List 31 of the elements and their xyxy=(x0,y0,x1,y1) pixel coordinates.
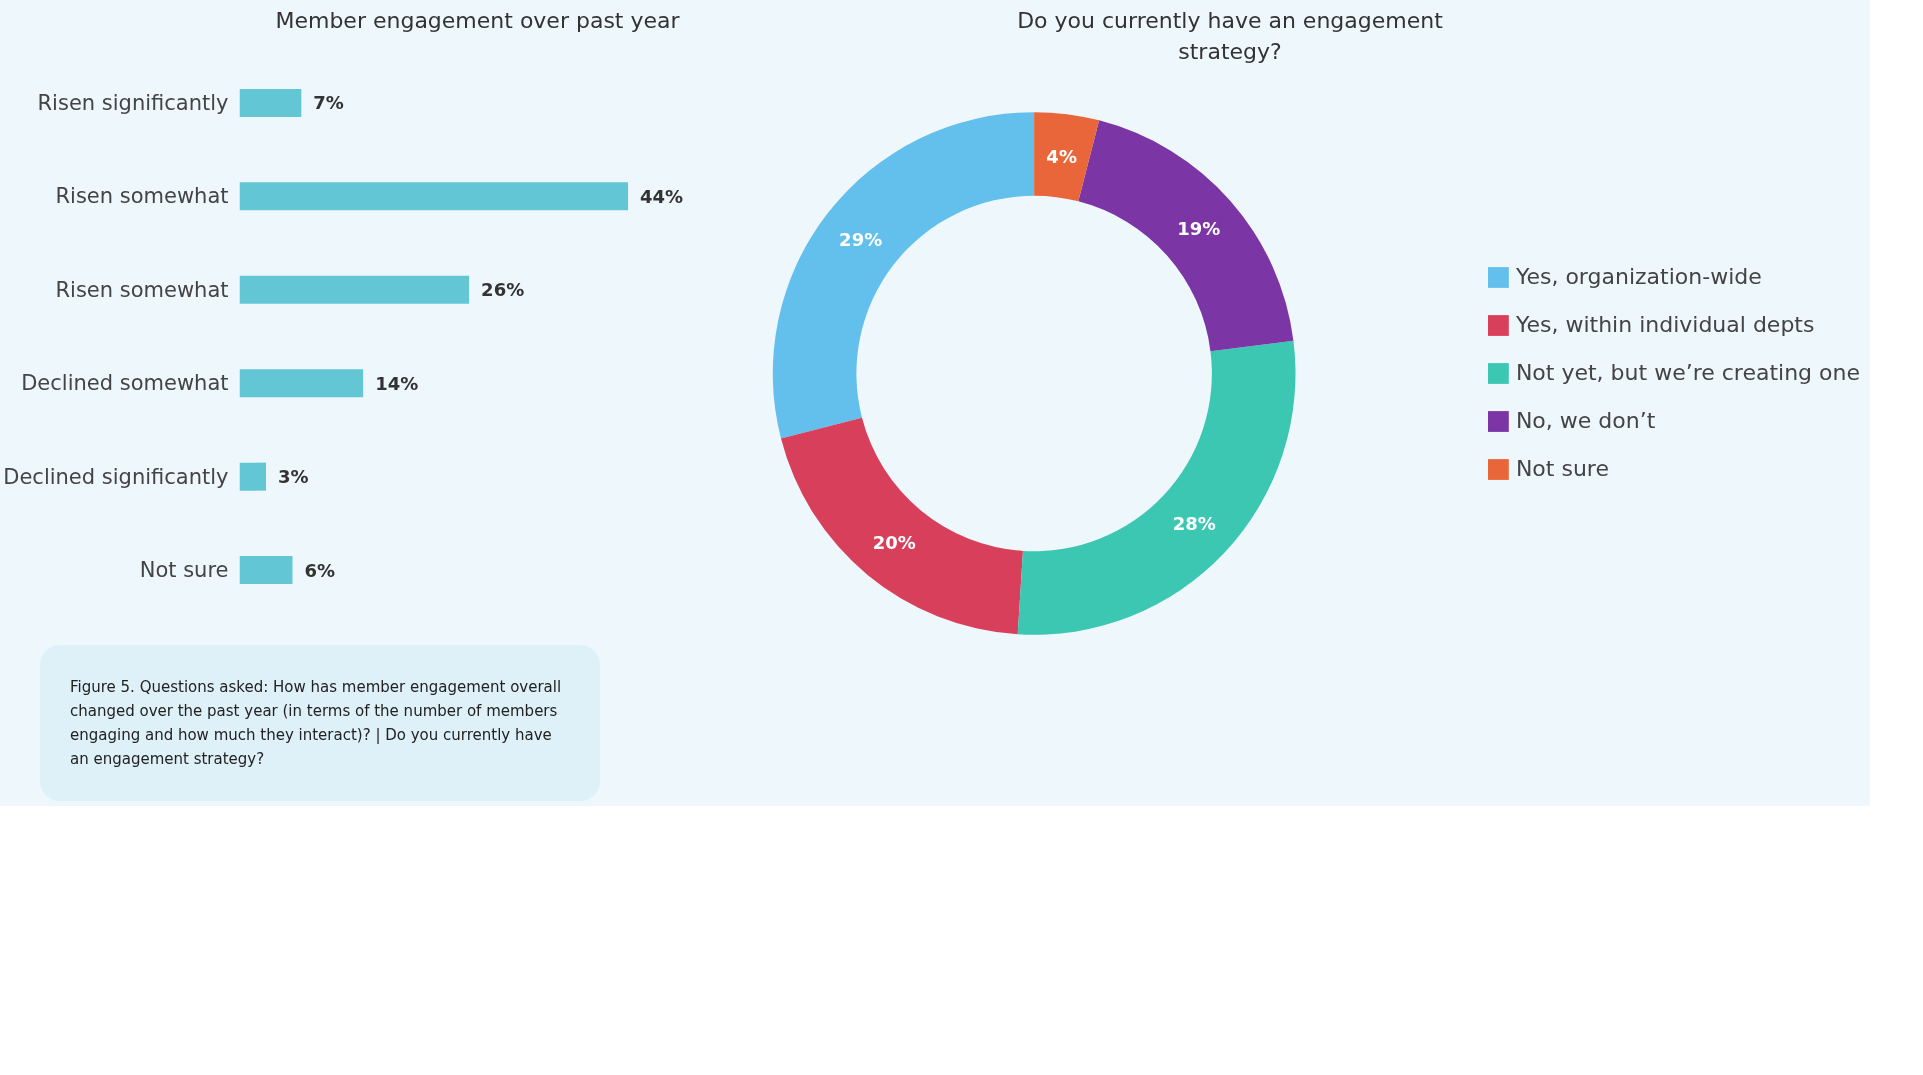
data-label: 14% xyxy=(375,372,419,394)
data-label: 3% xyxy=(277,466,309,488)
legend-label: Yes, organization-wide xyxy=(1515,264,1762,290)
y-tick-label: Not sure xyxy=(139,558,229,583)
bar xyxy=(239,182,629,211)
legend-label: No, we don’t xyxy=(1515,408,1656,434)
data-label: 26% xyxy=(481,279,525,301)
data-label: 29% xyxy=(839,228,883,250)
y-tick-label: Risen significantly xyxy=(37,90,229,115)
y-tick-label: Declined somewhat xyxy=(21,371,229,396)
bar xyxy=(239,88,302,117)
y-tick-label: Risen somewhat xyxy=(55,184,229,209)
data-label: 19% xyxy=(1177,217,1221,239)
data-label: 20% xyxy=(872,531,916,553)
chart-title: Do you currently have an engagement strategy? xyxy=(1016,7,1444,67)
data-label: 4% xyxy=(1046,145,1077,167)
data-label: 6% xyxy=(304,559,336,581)
caption: Figure 5. Questions asked: How has member engagement overall changed over the past year (in terms of the number of members engaging and how much they interact)? | Do you currently have an engagement strategy? xyxy=(70,677,563,770)
bar xyxy=(239,462,266,491)
chart-title: Member engagement over past year xyxy=(275,7,681,33)
legend-label: Not yet, but we’re creating one xyxy=(1515,360,1860,386)
legend-label: Yes, within individual depts xyxy=(1515,312,1815,338)
bar xyxy=(239,275,470,304)
data-label: 44% xyxy=(640,185,684,207)
bar xyxy=(239,556,293,585)
y-tick-label: Risen somewhat xyxy=(55,277,229,302)
data-label: 7% xyxy=(313,92,344,114)
legend-label: Not sure xyxy=(1515,456,1609,482)
y-tick-label: Declined significantly xyxy=(3,464,229,489)
data-label: 28% xyxy=(1172,512,1216,534)
bar xyxy=(239,369,364,398)
